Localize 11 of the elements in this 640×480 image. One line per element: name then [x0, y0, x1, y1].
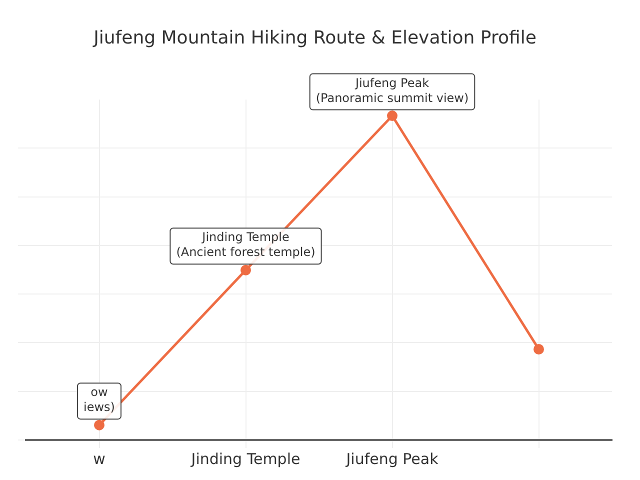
- x-tick-label: w: [93, 450, 106, 468]
- point: [94, 420, 104, 430]
- point: [534, 344, 544, 354]
- x-tick-label: Jiufeng Peak: [345, 450, 439, 468]
- point: [240, 264, 251, 276]
- chart-title: Jiufeng Mountain Hiking Route & Elevation Profile: [92, 27, 536, 48]
- x-tick-label: Jinding Temple: [190, 450, 300, 468]
- annotation: ow iews): [84, 385, 115, 414]
- annotation: Jiufeng Peak (Panoramic summit view): [316, 76, 469, 105]
- point: [387, 110, 398, 122]
- annotation: Jinding Temple (Ancient forest temple): [176, 230, 316, 260]
